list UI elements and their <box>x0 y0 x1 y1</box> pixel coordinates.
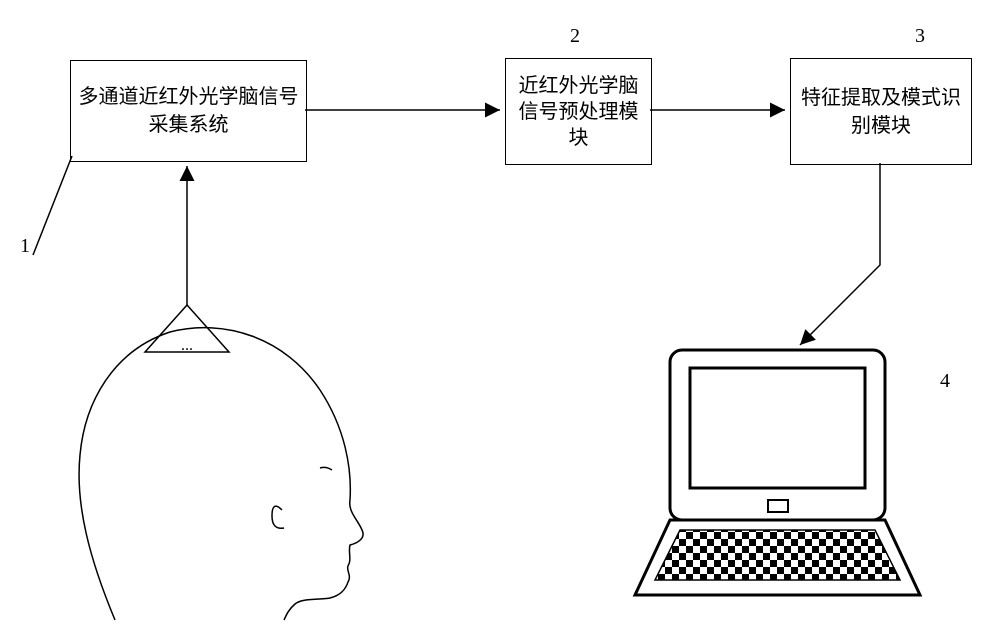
head-icon <box>79 328 363 620</box>
edge-label1 <box>33 156 72 255</box>
edge-3-computer <box>800 163 880 345</box>
computer-icon <box>635 350 920 595</box>
sensor-ellipsis: ... <box>181 337 193 354</box>
diagram-svg: ... <box>0 0 1000 630</box>
head-ear <box>272 506 284 528</box>
head-eye <box>320 467 332 470</box>
